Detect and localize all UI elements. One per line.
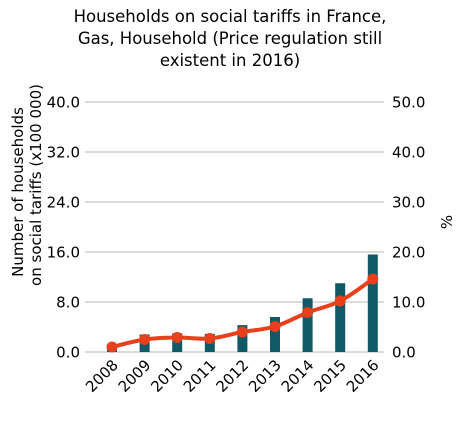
line-point	[269, 321, 281, 332]
y2-tick-label: 20.0	[392, 244, 425, 262]
chart-title: Households on social tariffs in France, …	[0, 6, 460, 72]
y-axis-label-line-2: on social tariffs (x100 000)	[27, 84, 45, 286]
line-point	[204, 333, 216, 344]
bar	[237, 325, 248, 352]
line-series	[106, 273, 379, 353]
y2-tick-label: 30.0	[392, 194, 425, 212]
y-tick-label: 16.0	[47, 244, 80, 262]
x-tick-label: 2012	[212, 356, 252, 396]
x-tick-label: 2008	[82, 356, 122, 396]
right-axis-ticks: 0.0 10.0 20.0 30.0 40.0 50.0	[392, 94, 425, 362]
y-tick-label: 32.0	[47, 144, 80, 162]
x-tick-label: 2011	[180, 356, 220, 396]
chart-title-line-3: existent in 2016)	[159, 51, 301, 70]
left-axis-ticks: 0.0 8.0 16.0 24.0 32.0 40.0	[47, 94, 80, 362]
gridlines	[85, 101, 384, 353]
line-point	[171, 332, 183, 343]
line-point	[302, 307, 314, 318]
y2-tick-label: 40.0	[392, 144, 425, 162]
y-tick-label: 40.0	[47, 94, 80, 112]
y-tick-label: 24.0	[47, 194, 80, 212]
bar	[367, 254, 378, 352]
line-point	[139, 334, 151, 345]
bar	[270, 317, 280, 352]
line-point	[367, 273, 379, 285]
x-tick-label: 2010	[147, 356, 187, 396]
y-axis-label-line-1: Number of households	[9, 107, 27, 277]
line-point	[236, 326, 248, 338]
bar	[335, 283, 346, 352]
bar	[302, 298, 313, 352]
chart-title-line-1: Households on social tariffs in France,	[73, 7, 387, 26]
x-tick-label: 2014	[278, 356, 318, 396]
y2-tick-label: 0.0	[392, 344, 416, 362]
x-tick-label: 2009	[115, 356, 155, 396]
x-tick-label: 2013	[245, 356, 285, 396]
x-tick-label: 2015	[310, 356, 350, 396]
y-tick-label: 0.0	[56, 344, 80, 362]
y2-axis-label: %	[438, 215, 456, 229]
y-tick-label: 8.0	[56, 294, 80, 312]
line-point	[334, 295, 346, 307]
x-tick-label: 2016	[343, 356, 383, 396]
line-point	[106, 341, 118, 353]
chart-title-line-2: Gas, Household (Price regulation still	[77, 29, 383, 48]
y2-tick-label: 50.0	[392, 94, 425, 112]
y2-tick-label: 10.0	[392, 294, 425, 312]
